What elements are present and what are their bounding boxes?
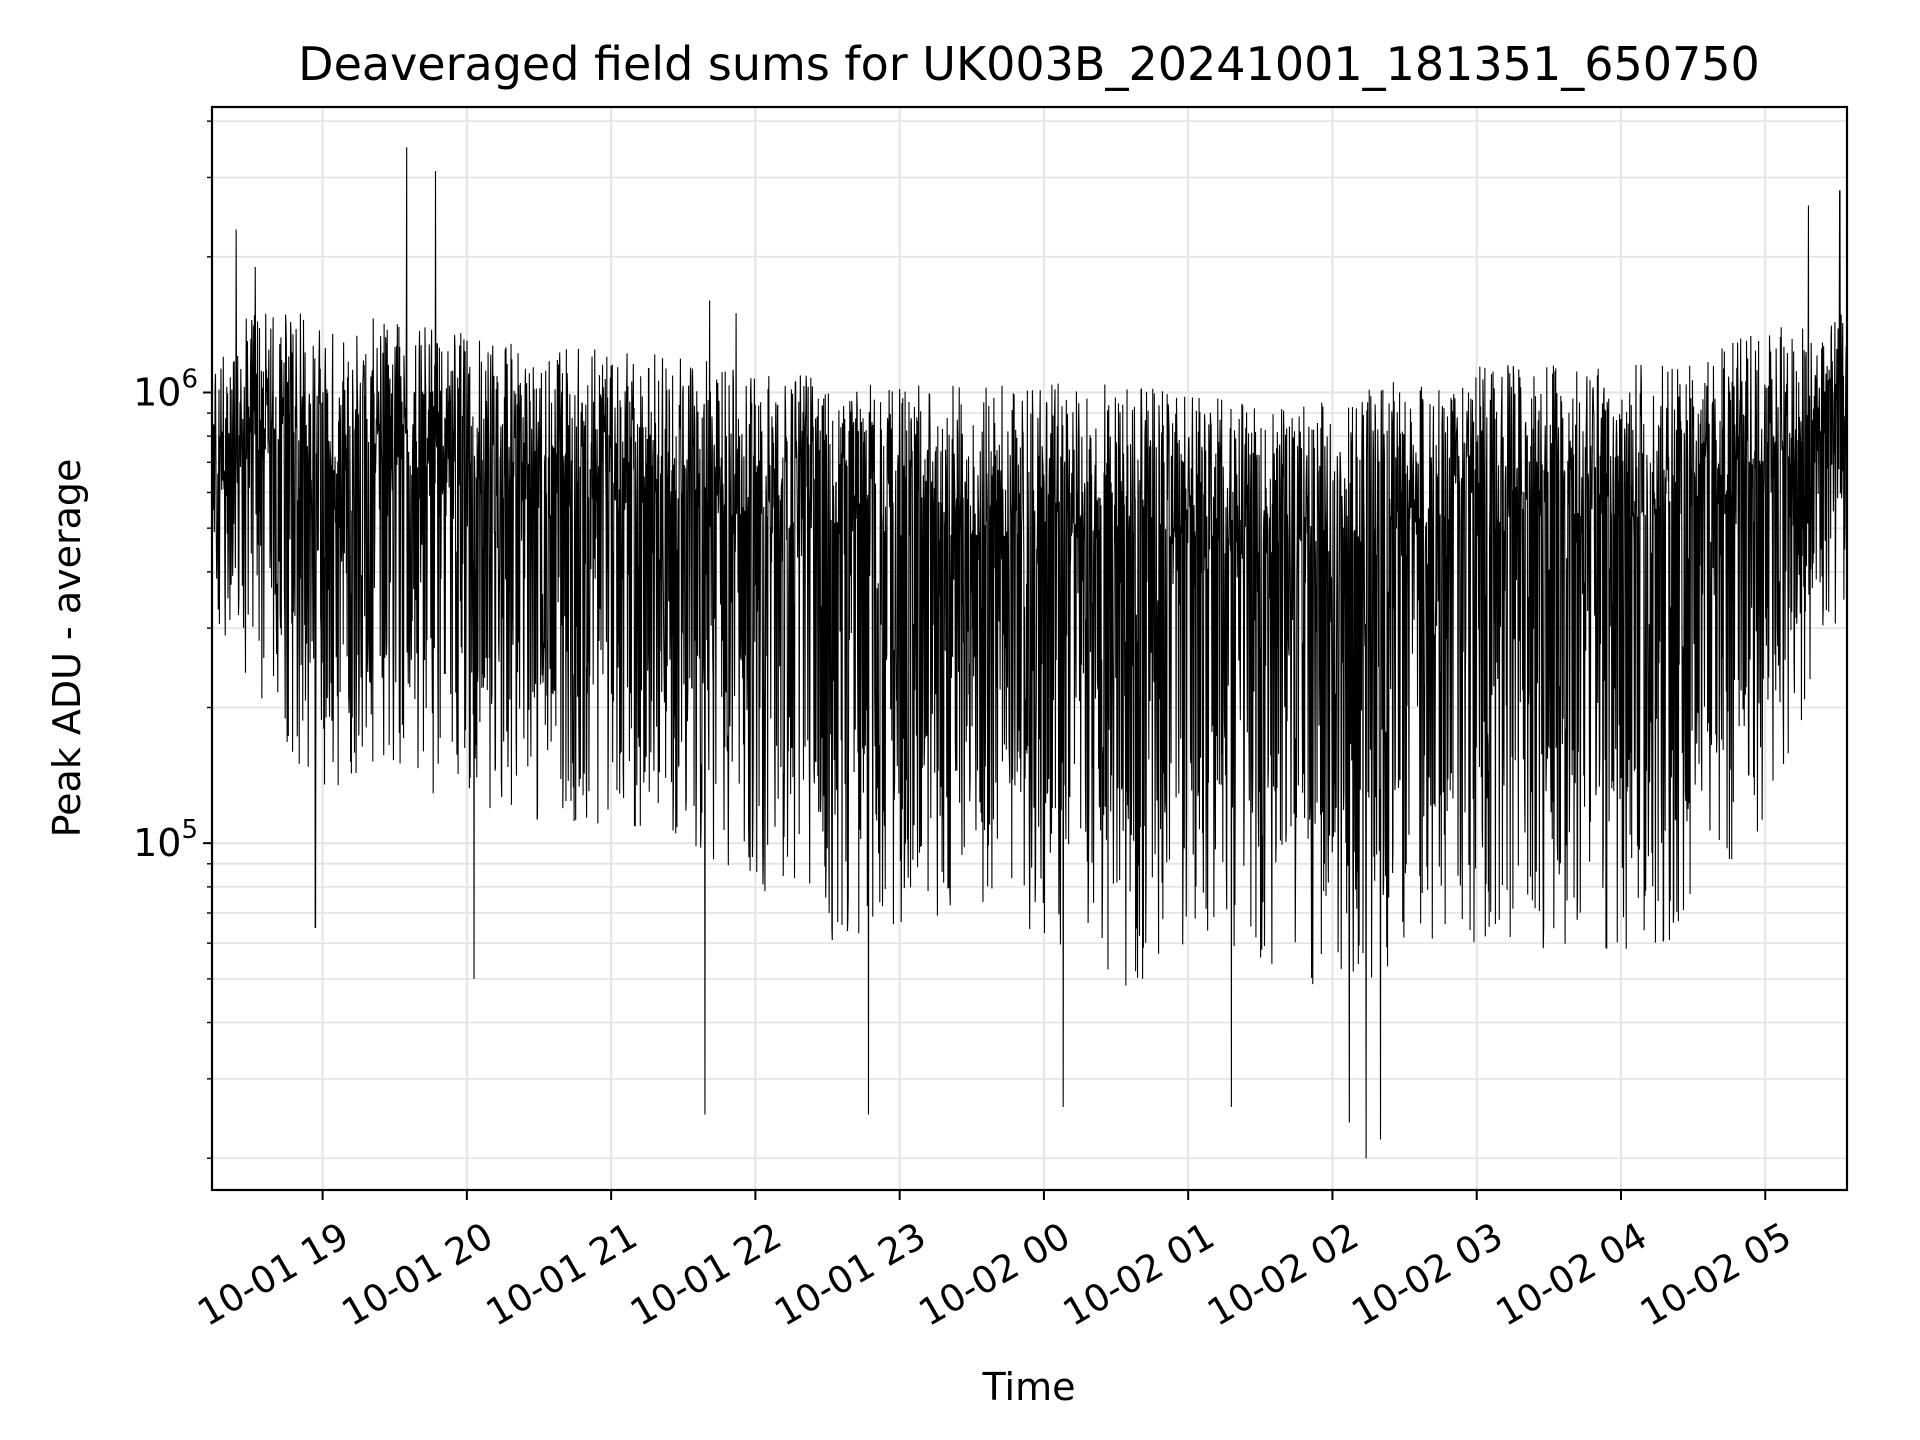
y-tick-exponent: 5 <box>181 815 198 845</box>
y-tick-base: 10 <box>133 821 181 865</box>
y-tick-base: 10 <box>133 370 181 414</box>
plot-frame <box>210 105 1849 1192</box>
series-path <box>211 147 1848 1159</box>
x-axis-label: Time <box>982 1365 1076 1409</box>
y-tick-label: 106 <box>133 364 198 414</box>
y-axis-label: Peak ADU - average <box>45 459 89 838</box>
y-tick-exponent: 6 <box>181 364 198 394</box>
series-line <box>211 147 1848 1159</box>
y-tick-label: 105 <box>133 815 198 865</box>
chart-title: Deaveraged field sums for UK003B_2024100… <box>298 37 1760 91</box>
